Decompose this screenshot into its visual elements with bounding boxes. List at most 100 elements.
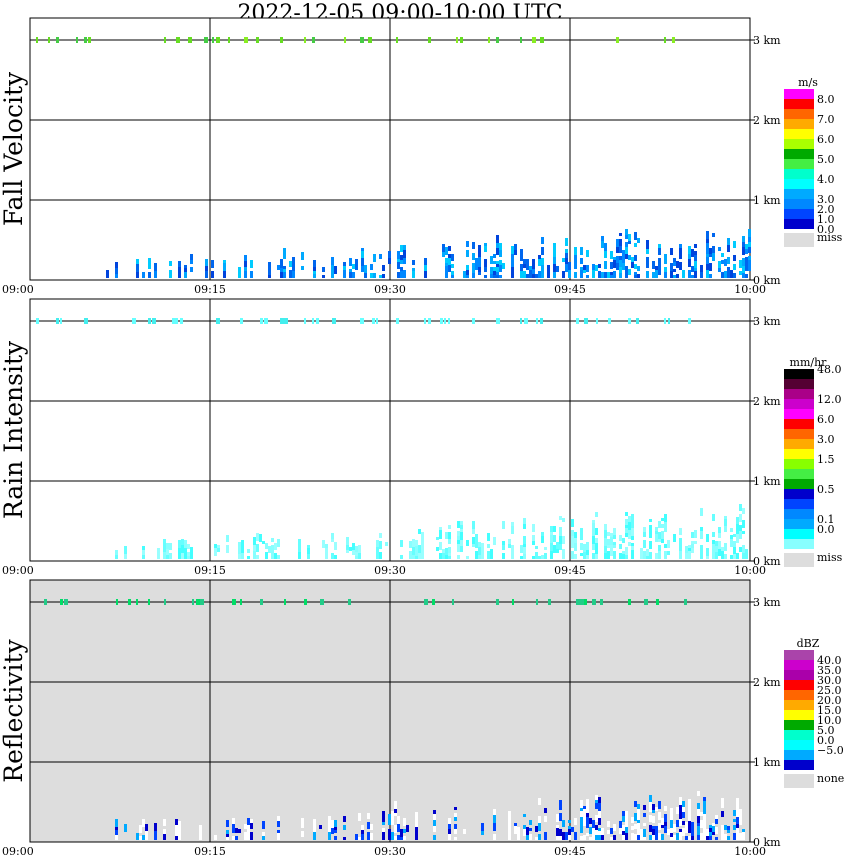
x-tick-label: 10:00 (734, 564, 766, 577)
legend-swatch (784, 189, 814, 199)
legend-label: −5.0 (817, 744, 844, 757)
legend-swatch (784, 519, 814, 529)
legend-label: 35.0 (817, 664, 842, 677)
y-tick-label: 3 km (753, 596, 781, 609)
legend-swatch (784, 459, 814, 469)
legend-swatch (784, 449, 814, 459)
legend-label: 30.0 (817, 674, 842, 687)
legend-label: 5.0 (817, 153, 835, 166)
legend-label: 0.0 (817, 223, 835, 236)
legend-swatch (784, 710, 814, 720)
legend-swatch (784, 499, 814, 509)
legend-swatch (784, 99, 814, 109)
x-tick-label: 09:45 (554, 845, 586, 858)
legend-label: 0.0 (817, 734, 835, 747)
legend-swatch (784, 389, 814, 399)
legend-swatch (784, 439, 814, 449)
y-tick-label: 2 km (753, 395, 781, 408)
panel-3: Reflectivity 09:00 09:15 09:30 09:45 10:000 k… (0, 579, 844, 858)
legend-unit: dBZ (797, 637, 820, 650)
y-tick-label: 2 km (753, 114, 781, 127)
legend-swatch (784, 129, 814, 139)
legend-miss-swatch (784, 553, 814, 567)
legend-swatch (784, 660, 814, 670)
legend-label: 0.1 (817, 513, 835, 526)
legend-swatch (784, 469, 814, 479)
legend-swatch (784, 419, 814, 429)
legend-swatch (784, 670, 814, 680)
y-tick-label: 0 km (753, 836, 781, 849)
legend-swatch (784, 179, 814, 189)
legend-unit: mm/hr (790, 356, 828, 369)
panel-title: Reflectivity (0, 638, 28, 782)
y-tick-label: 2 km (753, 676, 781, 689)
legend-label: 12.0 (817, 393, 842, 406)
echo-layer (36, 37, 751, 278)
legend-swatch (784, 199, 814, 209)
legend-swatch (784, 149, 814, 159)
x-tick-label: 09:00 (2, 564, 34, 577)
legend-swatch (784, 209, 814, 219)
legend-label: 10.0 (817, 714, 842, 727)
legend-swatch (784, 690, 814, 700)
y-tick-label: 0 km (753, 555, 781, 568)
legend-swatch (784, 159, 814, 169)
x-tick-label: 09:00 (2, 845, 34, 858)
legend-miss-swatch (784, 233, 814, 247)
echo-layer (44, 599, 745, 840)
legend-label: 6.0 (817, 413, 835, 426)
legend-label: 6.0 (817, 133, 835, 146)
legend-swatch (784, 650, 814, 660)
legend-swatch (784, 219, 814, 229)
legend-swatch (784, 409, 814, 419)
legend-swatch (784, 750, 814, 760)
legend-miss-swatch (784, 774, 814, 788)
x-tick-label: 09:00 (2, 283, 34, 296)
legend-swatch (784, 720, 814, 730)
legend-swatch (784, 760, 814, 770)
legend-swatch (784, 139, 814, 149)
panel-title: Fall Velocity (0, 71, 28, 226)
x-tick-label: 09:45 (554, 283, 586, 296)
legend-label: 5.0 (817, 724, 835, 737)
legend-swatch (784, 730, 814, 740)
x-tick-label: 09:15 (194, 564, 226, 577)
legend-label: 2.0 (817, 203, 835, 216)
legend-swatch (784, 740, 814, 750)
legend-swatch (784, 119, 814, 129)
y-tick-label: 0 km (753, 274, 781, 287)
legend-label: 25.0 (817, 684, 842, 697)
panel-1: Fall Velocity 09:00 09:15 09:30 09:45 10:000 … (0, 17, 843, 296)
x-tick-label: 09:45 (554, 564, 586, 577)
echo-layer (36, 318, 748, 559)
legend-swatch (784, 680, 814, 690)
legend-label: 4.0 (817, 173, 835, 186)
legend-swatch (784, 369, 814, 379)
legend-label: 20.0 (817, 694, 842, 707)
legend-swatch (784, 479, 814, 489)
y-tick-label: 3 km (753, 34, 781, 47)
legend-swatch (784, 700, 814, 710)
legend-swatch (784, 529, 814, 539)
panel-title: Rain Intensity (0, 340, 28, 519)
legend-swatch (784, 509, 814, 519)
legend-swatch (784, 379, 814, 389)
legend-label: 7.0 (817, 113, 835, 126)
legend-label: 15.0 (817, 704, 842, 717)
legend-unit: m/s (798, 76, 818, 89)
legend-label: 1.0 (817, 213, 835, 226)
legend-miss-label: miss (817, 551, 843, 564)
legend-label: 48.0 (817, 363, 842, 376)
y-tick-label: 3 km (753, 315, 781, 328)
legend-label: 1.5 (817, 453, 835, 466)
x-tick-label: 09:30 (374, 845, 406, 858)
legend-label: 0.0 (817, 523, 835, 536)
x-tick-label: 10:00 (734, 845, 766, 858)
x-tick-label: 09:30 (374, 283, 406, 296)
legend-swatch (784, 399, 814, 409)
legend-miss-label: miss (817, 231, 843, 244)
x-tick-label: 09:15 (194, 283, 226, 296)
legend-swatch (784, 89, 814, 99)
y-tick-label: 1 km (753, 475, 781, 488)
